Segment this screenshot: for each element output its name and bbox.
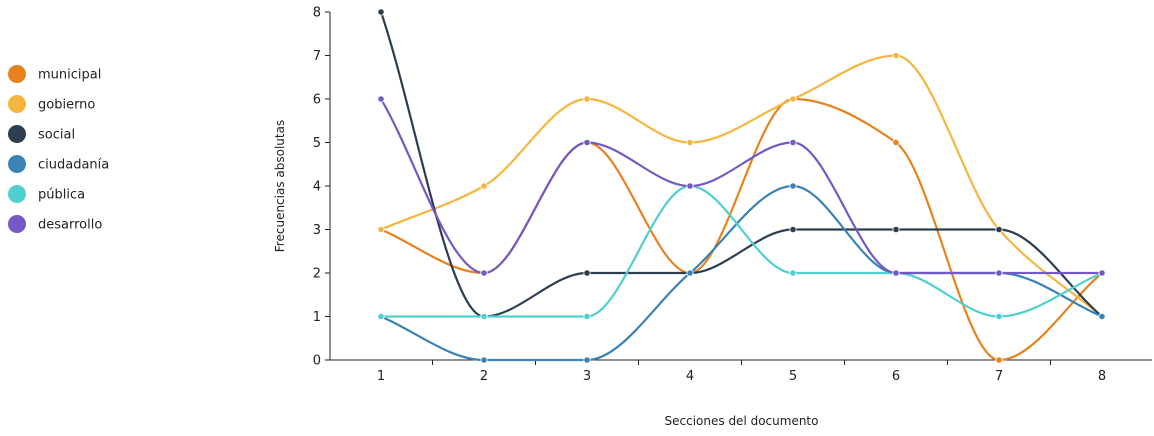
legend-label: ciudadanía bbox=[38, 158, 109, 173]
legend-item-ciudadania[interactable]: ciudadanía bbox=[8, 155, 109, 173]
point-ciudadania-2[interactable] bbox=[480, 356, 488, 364]
y-tick-label: 5 bbox=[313, 136, 321, 151]
legend-swatch bbox=[8, 125, 26, 143]
point-publica-5[interactable] bbox=[789, 269, 797, 277]
point-desarrollo-5[interactable] bbox=[789, 138, 797, 147]
x-tick-label: 1 bbox=[377, 369, 385, 384]
y-axis-title: Frecuencias absolutas bbox=[273, 120, 287, 252]
axes: 0 1 2 3 4 5 6 7 8 1 2 3 4 5 6 7 8 bbox=[313, 6, 1152, 384]
point-publica-7[interactable] bbox=[995, 312, 1003, 321]
y-tick-label: 3 bbox=[313, 223, 321, 238]
legend-swatch bbox=[8, 95, 26, 113]
x-axis-title: Secciones del documento bbox=[665, 414, 819, 428]
point-social-7[interactable] bbox=[995, 225, 1003, 234]
x-tick-label: 8 bbox=[1098, 369, 1106, 384]
legend-item-social[interactable]: social bbox=[8, 125, 75, 143]
y-tick-label: 7 bbox=[313, 49, 321, 64]
y-tick-label: 1 bbox=[313, 310, 321, 325]
x-tick-label: 4 bbox=[686, 369, 694, 384]
point-desarrollo-1[interactable] bbox=[377, 95, 385, 103]
point-social-6[interactable] bbox=[892, 225, 900, 234]
point-gobierno-1[interactable] bbox=[377, 225, 385, 234]
point-social-1[interactable] bbox=[377, 8, 385, 16]
legend-label: social bbox=[38, 128, 75, 143]
point-ciudadania-8[interactable] bbox=[1098, 312, 1106, 321]
legend-item-gobierno[interactable]: gobierno bbox=[8, 95, 95, 113]
series-points bbox=[377, 8, 1106, 364]
y-tick-label: 0 bbox=[313, 354, 321, 369]
point-social-5[interactable] bbox=[789, 225, 797, 234]
point-gobierno-2[interactable] bbox=[480, 182, 488, 190]
point-desarrollo-2[interactable] bbox=[480, 269, 488, 277]
legend-swatch bbox=[8, 65, 26, 83]
legend-swatch bbox=[8, 185, 26, 203]
point-social-3[interactable] bbox=[583, 269, 591, 277]
point-municipal-6[interactable] bbox=[892, 138, 900, 147]
series-line-publica bbox=[381, 184, 1103, 318]
x-tick-label: 7 bbox=[995, 369, 1003, 384]
x-tick-label: 5 bbox=[789, 369, 797, 384]
legend: municipal gobierno social ciudadanía pública… bbox=[8, 65, 109, 233]
legend-label: desarrollo bbox=[38, 218, 102, 233]
legend-swatch bbox=[8, 215, 26, 233]
point-ciudadania-5[interactable] bbox=[789, 182, 797, 190]
point-desarrollo-8[interactable] bbox=[1098, 269, 1106, 277]
point-desarrollo-4[interactable] bbox=[686, 182, 694, 190]
point-ciudadania-4[interactable] bbox=[686, 269, 694, 277]
legend-label: municipal bbox=[38, 68, 101, 83]
y-tick-label: 2 bbox=[313, 267, 321, 282]
y-tick-label: 4 bbox=[313, 180, 321, 195]
point-gobierno-5[interactable] bbox=[789, 95, 797, 103]
x-tick-label: 6 bbox=[892, 369, 900, 384]
point-ciudadania-3[interactable] bbox=[583, 356, 591, 364]
point-publica-2[interactable] bbox=[480, 312, 488, 321]
point-publica-1[interactable] bbox=[377, 312, 385, 321]
point-desarrollo-6[interactable] bbox=[892, 269, 900, 277]
point-municipal-7[interactable] bbox=[995, 356, 1003, 364]
legend-label: pública bbox=[38, 188, 85, 203]
point-desarrollo-3[interactable] bbox=[583, 138, 591, 147]
series-line-social bbox=[379, 11, 1103, 318]
legend-swatch bbox=[8, 155, 26, 173]
point-gobierno-3[interactable] bbox=[583, 95, 591, 103]
x-tick-label: 2 bbox=[480, 369, 488, 384]
series-line-gobierno bbox=[380, 54, 1103, 318]
point-gobierno-4[interactable] bbox=[686, 138, 694, 147]
point-gobierno-6[interactable] bbox=[892, 51, 900, 60]
legend-item-desarrollo[interactable]: desarrollo bbox=[8, 215, 102, 233]
x-tick-label: 3 bbox=[583, 369, 591, 384]
point-publica-3[interactable] bbox=[583, 312, 591, 321]
series-lines bbox=[379, 11, 1103, 362]
y-tick-label: 6 bbox=[313, 93, 321, 108]
legend-item-publica[interactable]: pública bbox=[8, 185, 85, 203]
legend-label: gobierno bbox=[38, 98, 95, 113]
y-tick-label: 8 bbox=[313, 6, 321, 21]
legend-item-municipal[interactable]: municipal bbox=[8, 65, 101, 83]
point-desarrollo-7[interactable] bbox=[995, 269, 1003, 277]
